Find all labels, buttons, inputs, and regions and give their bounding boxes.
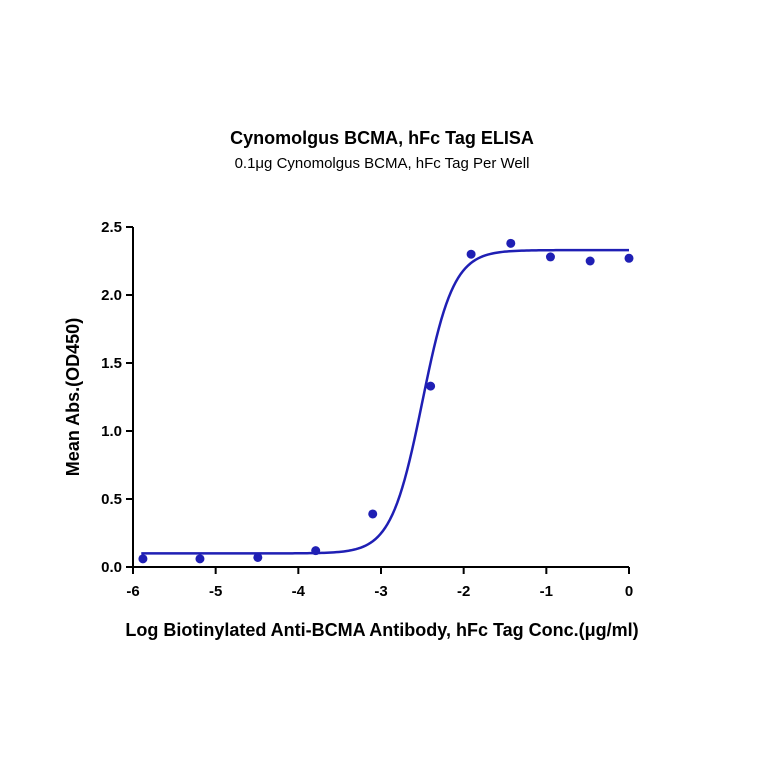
data-point <box>253 552 263 562</box>
x-tick-label: -4 <box>292 583 306 600</box>
y-tick-label: 2.0 <box>101 287 122 304</box>
x-tick-label: -5 <box>209 583 222 600</box>
y-tick-label: 0.5 <box>101 491 122 508</box>
y-tick-label: 0.0 <box>101 559 122 576</box>
data-point <box>466 249 476 259</box>
data-point <box>138 554 148 564</box>
x-axis-label: Log Biotinylated Anti-BCMA Antibody, hFc… <box>125 620 638 640</box>
y-axis-label: Mean Abs.(OD450) <box>63 318 83 476</box>
data-point <box>545 252 555 262</box>
data-point <box>195 554 205 564</box>
chart-subtitle: 0.1μg Cynomolgus BCMA, hFc Tag Per Well <box>234 155 530 172</box>
x-tick-label: -3 <box>374 583 387 600</box>
y-tick-label: 1.5 <box>101 355 122 372</box>
data-point <box>368 509 378 519</box>
data-point <box>311 546 321 556</box>
fit-curve <box>141 248 629 555</box>
data-point <box>585 256 595 266</box>
data-point <box>506 238 516 248</box>
x-tick-label: 0 <box>625 583 633 600</box>
y-tick-label: 1.0 <box>101 423 122 440</box>
y-tick-label: 2.5 <box>101 219 122 236</box>
data-point <box>426 381 436 391</box>
data-point <box>624 253 634 263</box>
x-tick-label: -1 <box>540 583 553 600</box>
chart-title: Cynomolgus BCMA, hFc Tag ELISA <box>230 128 534 148</box>
x-tick-label: -2 <box>457 583 470 600</box>
x-tick-label: -6 <box>126 583 139 600</box>
